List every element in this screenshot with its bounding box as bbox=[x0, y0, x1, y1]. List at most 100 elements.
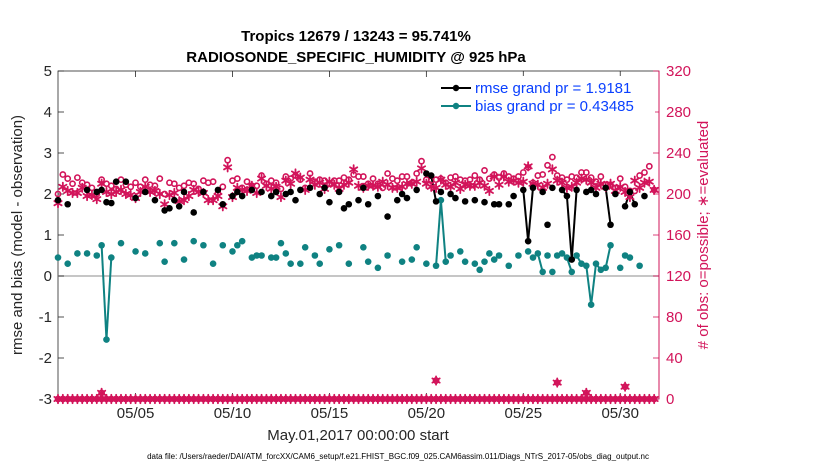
obs-possible-point bbox=[107, 182, 115, 190]
bias-point bbox=[54, 254, 62, 261]
rmse-point bbox=[519, 186, 527, 194]
y-axis-left-label: rmse and bias (model - observation) bbox=[9, 115, 26, 355]
bias-point bbox=[602, 264, 609, 272]
rmse-line-segment bbox=[522, 189, 530, 242]
x-tick-label: 05/25 bbox=[505, 405, 543, 422]
obs-evaluated-point bbox=[416, 163, 427, 174]
rmse-point bbox=[200, 188, 207, 196]
obs-evaluated-point bbox=[572, 177, 582, 188]
asterisk-stroke bbox=[290, 170, 301, 177]
rmse-point bbox=[641, 192, 648, 200]
asterisk-stroke bbox=[111, 188, 121, 195]
obs-possible-point bbox=[471, 172, 479, 179]
rmse-point bbox=[495, 200, 503, 208]
bias-point bbox=[573, 252, 580, 259]
bias-point bbox=[423, 260, 430, 268]
asterisk-stroke bbox=[184, 193, 194, 200]
obs-evaluated-point bbox=[479, 180, 490, 191]
obs-evaluated-point bbox=[484, 185, 494, 197]
y-right-tick-label: 80 bbox=[666, 309, 683, 326]
bias-point bbox=[360, 244, 367, 251]
rmse-point bbox=[471, 196, 479, 204]
obs-evaluated-point bbox=[223, 162, 233, 173]
asterisk-stroke bbox=[58, 183, 68, 190]
legend: rmse grand pr = 1.9181 bias grand pr = 0… bbox=[437, 76, 655, 116]
bias-point bbox=[558, 250, 566, 257]
asterisk-stroke bbox=[455, 185, 465, 192]
rmse-point bbox=[98, 186, 105, 194]
x-tick-label: 05/30 bbox=[601, 405, 639, 422]
asterisk-stroke bbox=[557, 179, 567, 186]
obs-evaluated-point bbox=[542, 178, 553, 189]
obs-evaluated-point bbox=[97, 178, 107, 189]
bias-point bbox=[490, 256, 498, 263]
asterisk-stroke bbox=[164, 192, 175, 199]
obs-evaluated-point bbox=[499, 171, 509, 182]
bias-point bbox=[524, 248, 532, 255]
asterisk-stroke bbox=[625, 194, 635, 201]
obs-possible-point bbox=[519, 169, 527, 176]
rmse-point bbox=[132, 194, 139, 202]
asterisk-stroke bbox=[315, 179, 325, 186]
bias-point bbox=[253, 252, 261, 259]
asterisk-stroke bbox=[644, 178, 654, 185]
obs-evaluated-point bbox=[373, 181, 383, 192]
rmse-point bbox=[403, 194, 411, 202]
asterisk-stroke bbox=[484, 187, 494, 194]
asterisk-stroke bbox=[586, 179, 596, 186]
rmse-point bbox=[364, 200, 372, 208]
bias-point bbox=[636, 262, 643, 270]
y-right-tick-label: 240 bbox=[666, 145, 691, 162]
rmse-point bbox=[214, 186, 222, 194]
asterisk-stroke bbox=[305, 176, 315, 183]
obs-possible-point bbox=[636, 172, 644, 179]
rmse-point bbox=[602, 184, 609, 192]
asterisk-stroke bbox=[615, 183, 625, 190]
bias-point bbox=[171, 239, 178, 247]
bias-point bbox=[442, 258, 450, 265]
legend-rmse-marker bbox=[452, 84, 460, 92]
rmse-point bbox=[447, 190, 454, 198]
rmse-line-segment bbox=[570, 189, 578, 260]
bias-point bbox=[238, 237, 246, 245]
bias-point bbox=[180, 256, 188, 263]
rmse-point bbox=[452, 194, 459, 202]
obs-evaluated-point bbox=[329, 179, 339, 190]
obs-possible-point bbox=[548, 153, 556, 161]
asterisk-stroke bbox=[213, 193, 223, 200]
bias-point bbox=[234, 241, 241, 249]
rmse-point bbox=[384, 213, 391, 220]
y-left-tick-label: 5 bbox=[44, 63, 52, 80]
rmse-point bbox=[287, 188, 294, 196]
rmse-point bbox=[103, 198, 110, 206]
asterisk-stroke bbox=[116, 186, 126, 193]
rmse-point bbox=[267, 192, 275, 200]
obs-evaluated-point bbox=[295, 172, 305, 183]
asterisk-stroke bbox=[518, 178, 528, 185]
asterisk-stroke bbox=[499, 173, 509, 180]
bias-point bbox=[534, 250, 542, 257]
bias-point bbox=[447, 252, 454, 259]
rmse-point bbox=[587, 186, 595, 194]
asterisk-stroke bbox=[552, 379, 562, 386]
tick-labels: 05/05 05/10 05/15 05/20 05/25 05/30 -3 -2 -1 0 1 2 3… bbox=[39, 63, 691, 422]
rmse-point bbox=[360, 184, 367, 192]
bias-point bbox=[471, 260, 479, 268]
bias-point bbox=[592, 260, 600, 268]
obs-evaluated-point bbox=[349, 164, 359, 175]
rmse-point bbox=[340, 205, 348, 212]
asterisk-stroke bbox=[620, 383, 630, 390]
rmse-point bbox=[272, 188, 280, 196]
obs-possible-point bbox=[219, 183, 227, 191]
obs-evaluated-point bbox=[615, 181, 625, 192]
bias-line-segment bbox=[439, 200, 447, 262]
x-axis-label: May.01,2017 00:00:00 start bbox=[267, 427, 449, 444]
obs-evaluated-point bbox=[518, 176, 528, 187]
obs-possible-point bbox=[359, 173, 367, 180]
asterisk-stroke bbox=[97, 389, 107, 396]
bias-point bbox=[326, 246, 333, 253]
rmse-point bbox=[292, 196, 299, 204]
obs-possible-point bbox=[127, 183, 135, 191]
rmse-point bbox=[524, 237, 532, 245]
rmse-point bbox=[151, 196, 159, 204]
